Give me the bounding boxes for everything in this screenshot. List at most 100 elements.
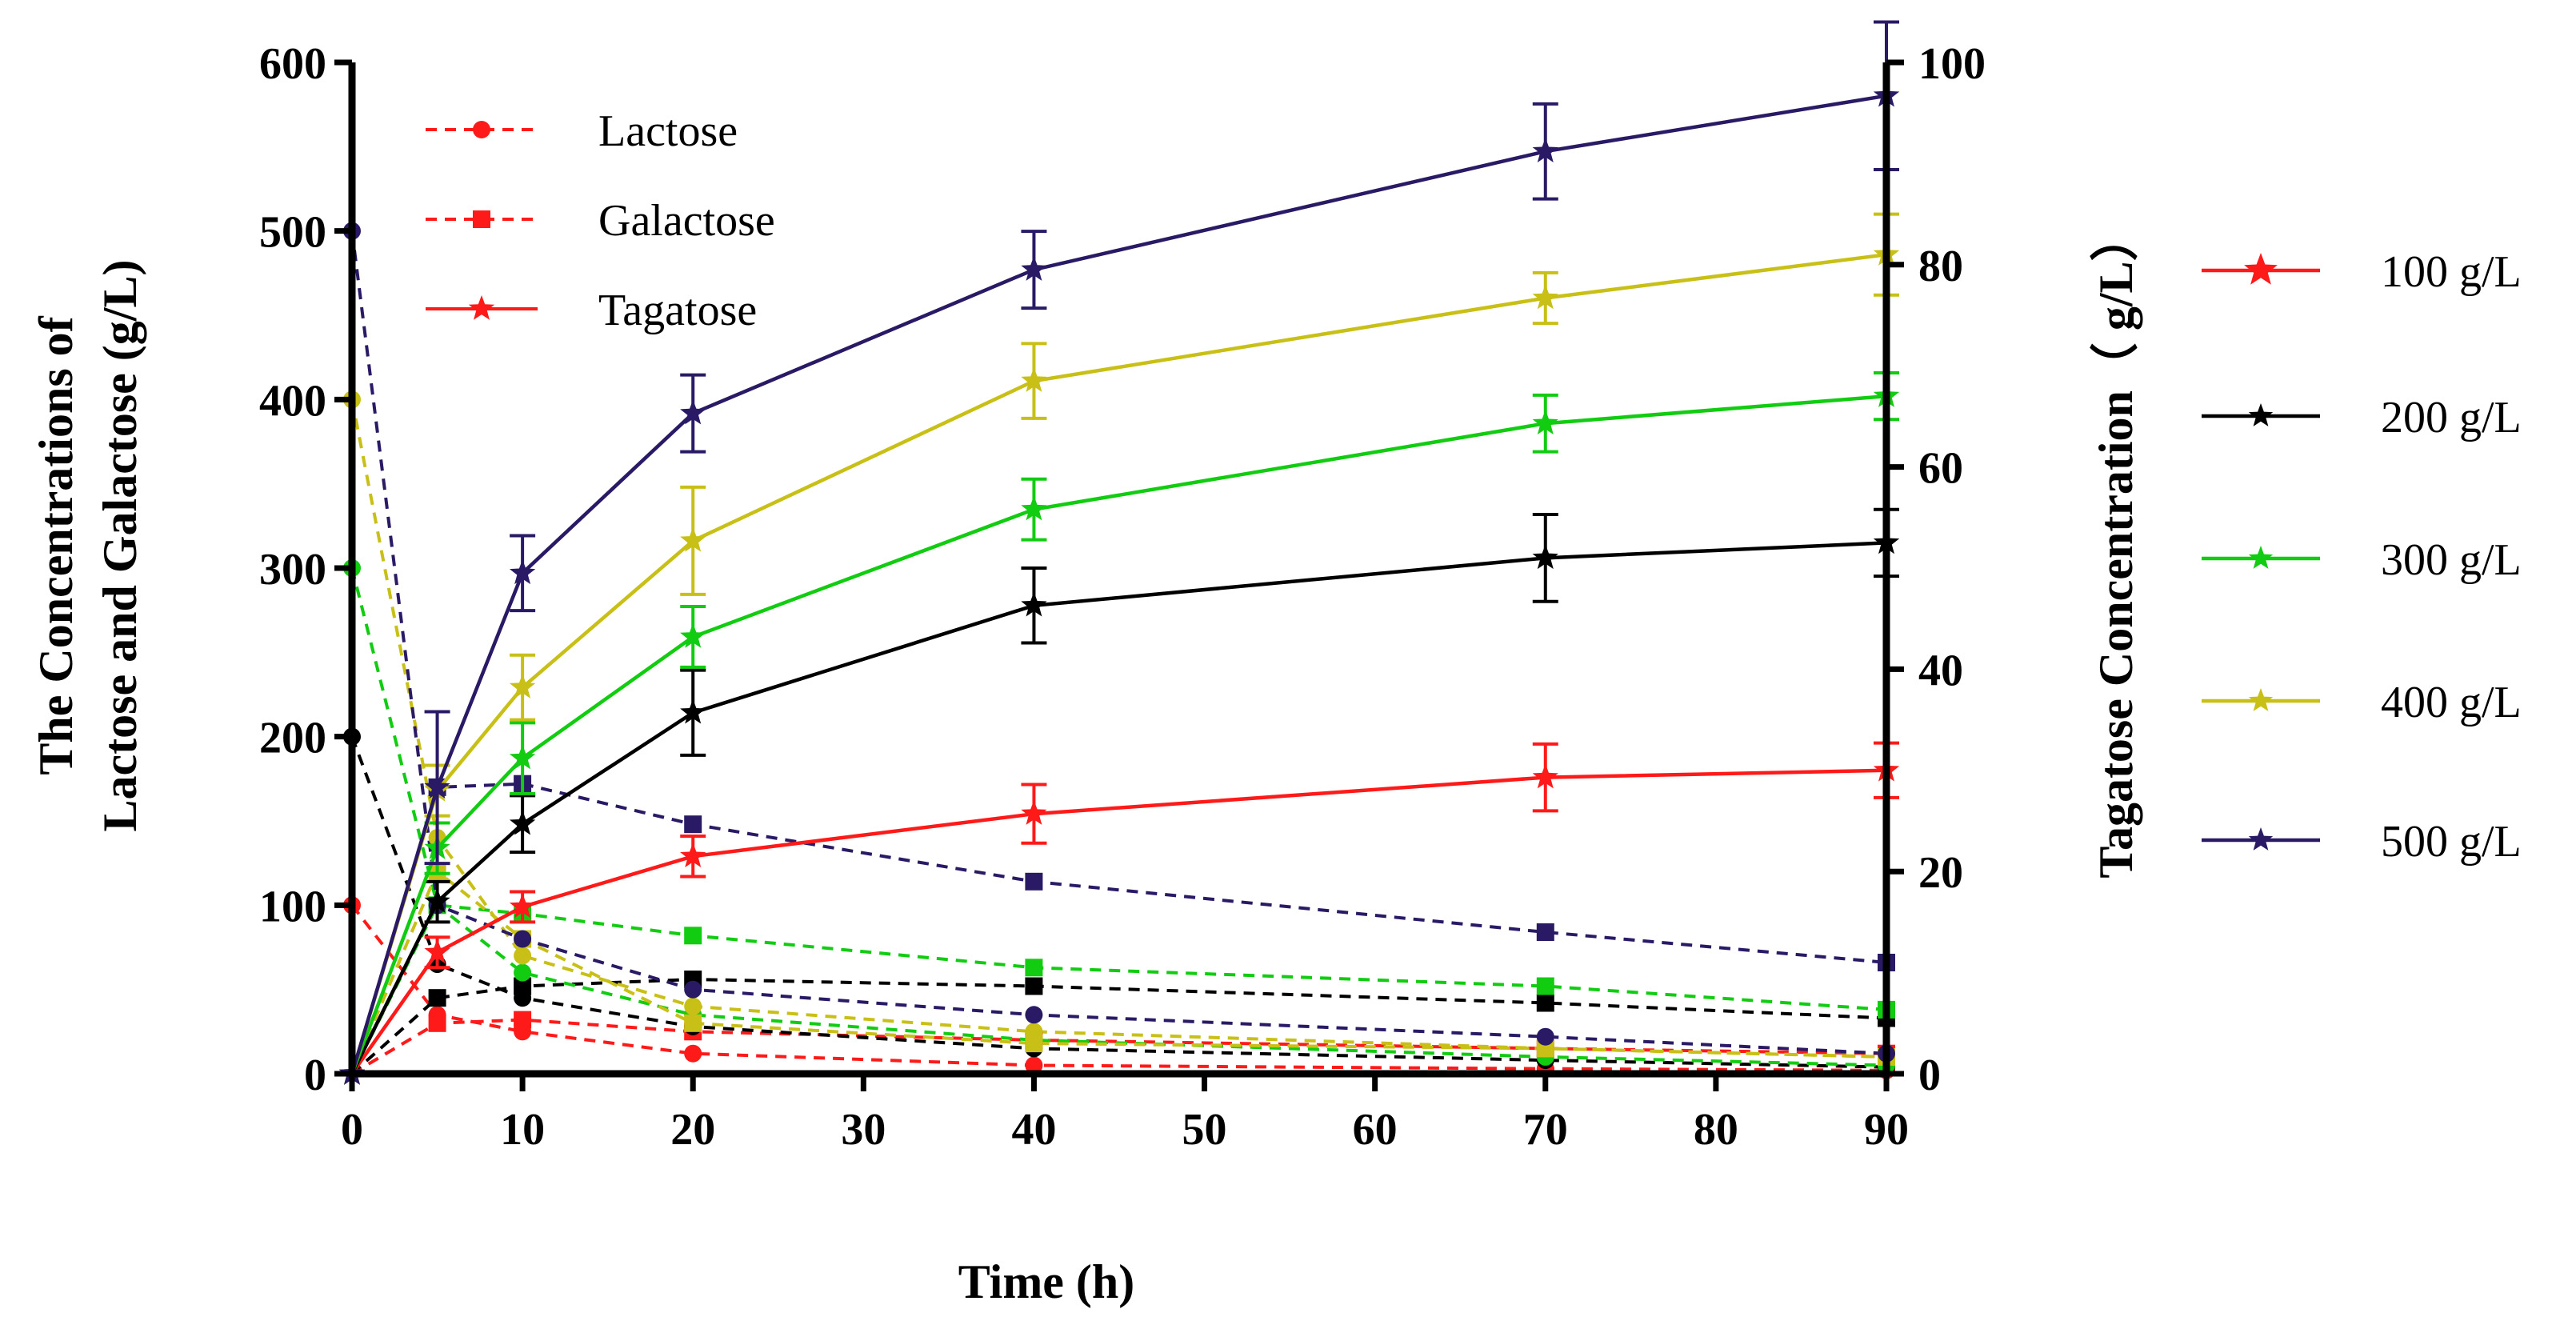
y-right-tick-label: 60: [1918, 444, 1963, 494]
legend-300-marker: [2248, 546, 2274, 569]
galactose-point-500: [1536, 923, 1554, 941]
tagatose-point-200: [1532, 544, 1558, 570]
tagatose-line-400: [350, 252, 1887, 1075]
tagatose-point-500: [680, 399, 706, 425]
galactose-point-300: [1025, 959, 1043, 977]
legend-galactose-marker: [473, 210, 490, 228]
legend-100-label: 100 g/L: [2381, 247, 2522, 297]
legend-tagatose-marker: [468, 295, 495, 320]
galactose-point-200: [514, 977, 532, 995]
tagatose-point-500: [1021, 256, 1047, 281]
lactose-point-400: [684, 997, 702, 1015]
ticks-layer: 0 10 20 30 40 50 60 70 80 90010020030040050060002…: [259, 39, 1986, 1155]
tagatose-point-300: [680, 623, 706, 648]
legend-200-label: 200 g/L: [2381, 393, 2522, 442]
y-left-tick-label: 100: [259, 882, 326, 931]
y-left-axis-title-line1: The Concentrations of: [30, 315, 82, 775]
lactose-point-400: [514, 947, 532, 965]
legend-100-marker: [2244, 253, 2278, 285]
tagatose-point-100: [424, 939, 450, 964]
y-left-tick-label: 500: [259, 208, 326, 258]
tagatose-point-300: [509, 744, 536, 770]
y-right-axis-title: Tagatose Concentration（ g/L）: [2089, 213, 2142, 878]
lactose-point-500: [684, 980, 702, 999]
legend-400-label: 400 g/L: [2381, 678, 2522, 727]
x-tick-label: 0: [341, 1105, 363, 1155]
galactose-line-500: [350, 782, 1887, 1075]
galactose-point-400: [684, 1014, 702, 1032]
lactose-point-500: [1536, 1027, 1554, 1046]
legend-500-marker: [2248, 827, 2274, 851]
galactose-point-300: [1536, 977, 1554, 995]
tagatose-point-200: [509, 810, 536, 835]
y-right-tick-label: 0: [1918, 1051, 1941, 1100]
lactose-point-500: [514, 930, 532, 948]
y-left-tick-label: 200: [259, 714, 326, 763]
tagatose-point-300: [1532, 410, 1558, 434]
y-left-tick-label: 0: [304, 1051, 326, 1100]
tagatose-point-400: [1021, 367, 1047, 392]
tagatose-point-200: [424, 888, 450, 913]
tagatose-point-100: [509, 893, 536, 919]
type-legend: Lactose Galactose Tagatose: [426, 106, 775, 335]
legend-lactose-label: Lactose: [598, 106, 738, 156]
galactose-point-200: [428, 989, 446, 1007]
x-tick-label: 10: [500, 1105, 545, 1155]
legend-lactose-marker: [473, 121, 490, 138]
legend-200-marker: [2248, 403, 2274, 426]
series-layer: [338, 20, 1900, 1085]
galactose-point-500: [1025, 872, 1043, 891]
lactose-point-100: [1025, 1056, 1043, 1075]
lactose-point-500: [1025, 1006, 1043, 1024]
lactose-point-300: [514, 963, 532, 982]
y-right-tick-label: 100: [1918, 39, 1986, 89]
galactose-point-100: [514, 1011, 532, 1029]
y-right-tick-label: 40: [1918, 646, 1963, 695]
tagatose-point-400: [680, 526, 706, 552]
x-tick-label: 90: [1864, 1105, 1909, 1155]
x-axis-title: Time (h): [958, 1255, 1135, 1308]
x-tick-label: 50: [1182, 1105, 1227, 1155]
galactose-point-200: [1536, 994, 1554, 1012]
tagatose-point-500: [509, 559, 536, 585]
y-left-tick-label: 600: [259, 39, 326, 89]
concentration-legend: 100 g/L 200 g/L 300 g/L 400 g/L 500 g/L: [2202, 247, 2522, 867]
x-tick-label: 40: [1011, 1105, 1056, 1155]
galactose-point-500: [684, 815, 702, 834]
tagatose-point-300: [1021, 495, 1047, 521]
y-left-tick-label: 400: [259, 376, 326, 426]
y-right-tick-label: 80: [1918, 242, 1963, 291]
tagatose-point-400: [1532, 284, 1558, 310]
x-tick-label: 60: [1353, 1105, 1398, 1155]
legend-300-label: 300 g/L: [2381, 535, 2522, 585]
tagatose-point-500: [1532, 138, 1558, 162]
x-tick-label: 30: [841, 1105, 886, 1155]
tagatose-point-200: [680, 699, 706, 724]
galactose-line-100: [350, 1018, 1887, 1075]
galactose-point-100: [428, 1014, 446, 1032]
y-left-tick-label: 300: [259, 545, 326, 594]
legend-tagatose-label: Tagatose: [598, 286, 757, 335]
tagatose-point-100: [680, 843, 706, 867]
x-tick-label: 20: [670, 1105, 715, 1155]
lactose-line-500: [350, 230, 1887, 1055]
y-left-axis-title-line2: Lactose and Galactose (g/L): [94, 260, 146, 832]
tagatose-line-500: [350, 94, 1887, 1075]
galactose-point-200: [1025, 977, 1043, 995]
tagatose-point-400: [509, 674, 536, 699]
x-tick-label: 70: [1523, 1105, 1568, 1155]
lactose-line-300: [350, 567, 1887, 1067]
tagatose-point-500: [424, 774, 450, 799]
galactose-point-300: [684, 927, 702, 945]
tagatose-point-100: [1532, 763, 1558, 789]
legend-400-marker: [2248, 688, 2274, 711]
y-right-tick-label: 20: [1918, 848, 1963, 898]
legend-500-label: 500 g/L: [2381, 817, 2522, 867]
x-tick-label: 80: [1694, 1105, 1738, 1155]
lactose-point-100: [684, 1044, 702, 1063]
galactose-point-400: [1025, 1035, 1043, 1053]
legend-galactose-label: Galactose: [598, 196, 775, 246]
tagatose-point-100: [1021, 800, 1047, 825]
tagatose-point-200: [1021, 591, 1047, 617]
